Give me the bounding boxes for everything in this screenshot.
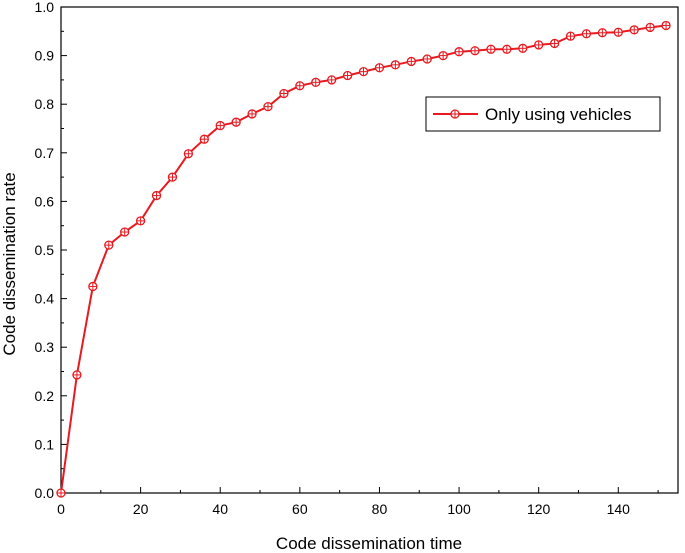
data-point	[613, 27, 623, 37]
x-tick-label: 0	[57, 501, 65, 517]
data-point	[645, 22, 655, 33]
x-tick-label: 20	[133, 501, 149, 517]
data-point	[470, 46, 480, 56]
data-point	[518, 43, 528, 53]
data-point	[215, 120, 225, 131]
data-point	[295, 81, 305, 91]
y-tick-label: 0.1	[35, 436, 55, 452]
data-point	[104, 240, 114, 250]
data-point	[72, 370, 82, 380]
data-point	[88, 281, 98, 292]
data-point	[390, 60, 401, 70]
data-point	[454, 47, 464, 57]
data-point	[629, 25, 639, 35]
data-point	[422, 54, 432, 64]
y-tick-label: 0.4	[35, 291, 55, 307]
data-point	[135, 216, 146, 226]
y-tick-label: 0.0	[35, 485, 55, 501]
y-tick-label: 1.0	[35, 0, 55, 15]
legend-label: Only using vehicles	[485, 105, 631, 124]
data-point	[597, 28, 608, 38]
data-point	[342, 70, 353, 81]
x-tick-label: 100	[447, 501, 471, 517]
data-point	[279, 88, 289, 99]
x-axis-title: Code dissemination time	[276, 534, 462, 553]
x-tick-label: 140	[607, 501, 631, 517]
data-point	[406, 56, 416, 67]
data-point	[183, 149, 194, 159]
data-point	[263, 101, 273, 112]
y-axis-title: Code dissemination rate	[0, 172, 19, 355]
data-point	[231, 117, 241, 127]
data-point	[311, 77, 321, 87]
plot-frame	[60, 6, 679, 494]
y-axis: 0.0 0.1 0.2 0.3 0.4 0.5 0.6 0.7 0.8 0.9 1.0	[35, 0, 67, 501]
data-point	[486, 44, 496, 54]
y-tick-label: 0.2	[35, 388, 55, 404]
data-point	[581, 29, 592, 39]
data-point	[565, 31, 576, 41]
data-point	[661, 20, 671, 31]
legend: Only using vehicles	[425, 96, 661, 132]
data-point	[327, 75, 337, 85]
x-tick-label: 60	[292, 501, 308, 517]
data-point	[358, 66, 369, 77]
y-tick-label: 0.6	[35, 193, 55, 209]
data-point	[167, 172, 178, 182]
y-tick-label: 0.5	[35, 242, 55, 258]
y-tick-label: 0.7	[35, 145, 55, 161]
y-tick-label: 0.8	[35, 96, 55, 112]
x-tick-label: 80	[372, 501, 388, 517]
x-axis: 0 20 40 60 80 100 120 140	[57, 487, 659, 517]
data-point	[549, 38, 560, 49]
data-point	[56, 488, 66, 498]
data-point	[374, 63, 385, 73]
x-tick-label: 120	[527, 501, 551, 517]
series-layer	[56, 20, 671, 498]
data-point	[120, 227, 130, 237]
data-point	[534, 40, 544, 50]
legend-marker-symbol	[450, 109, 460, 119]
data-point	[438, 50, 448, 61]
x-tick-label: 40	[212, 501, 228, 517]
y-tick-label: 0.3	[35, 339, 55, 355]
y-tick-label: 0.9	[35, 48, 55, 64]
data-point	[247, 109, 257, 119]
data-point	[502, 44, 512, 54]
legend-marker	[450, 109, 460, 119]
data-point	[151, 190, 162, 201]
data-point	[199, 134, 209, 144]
series-line	[60, 24, 667, 494]
